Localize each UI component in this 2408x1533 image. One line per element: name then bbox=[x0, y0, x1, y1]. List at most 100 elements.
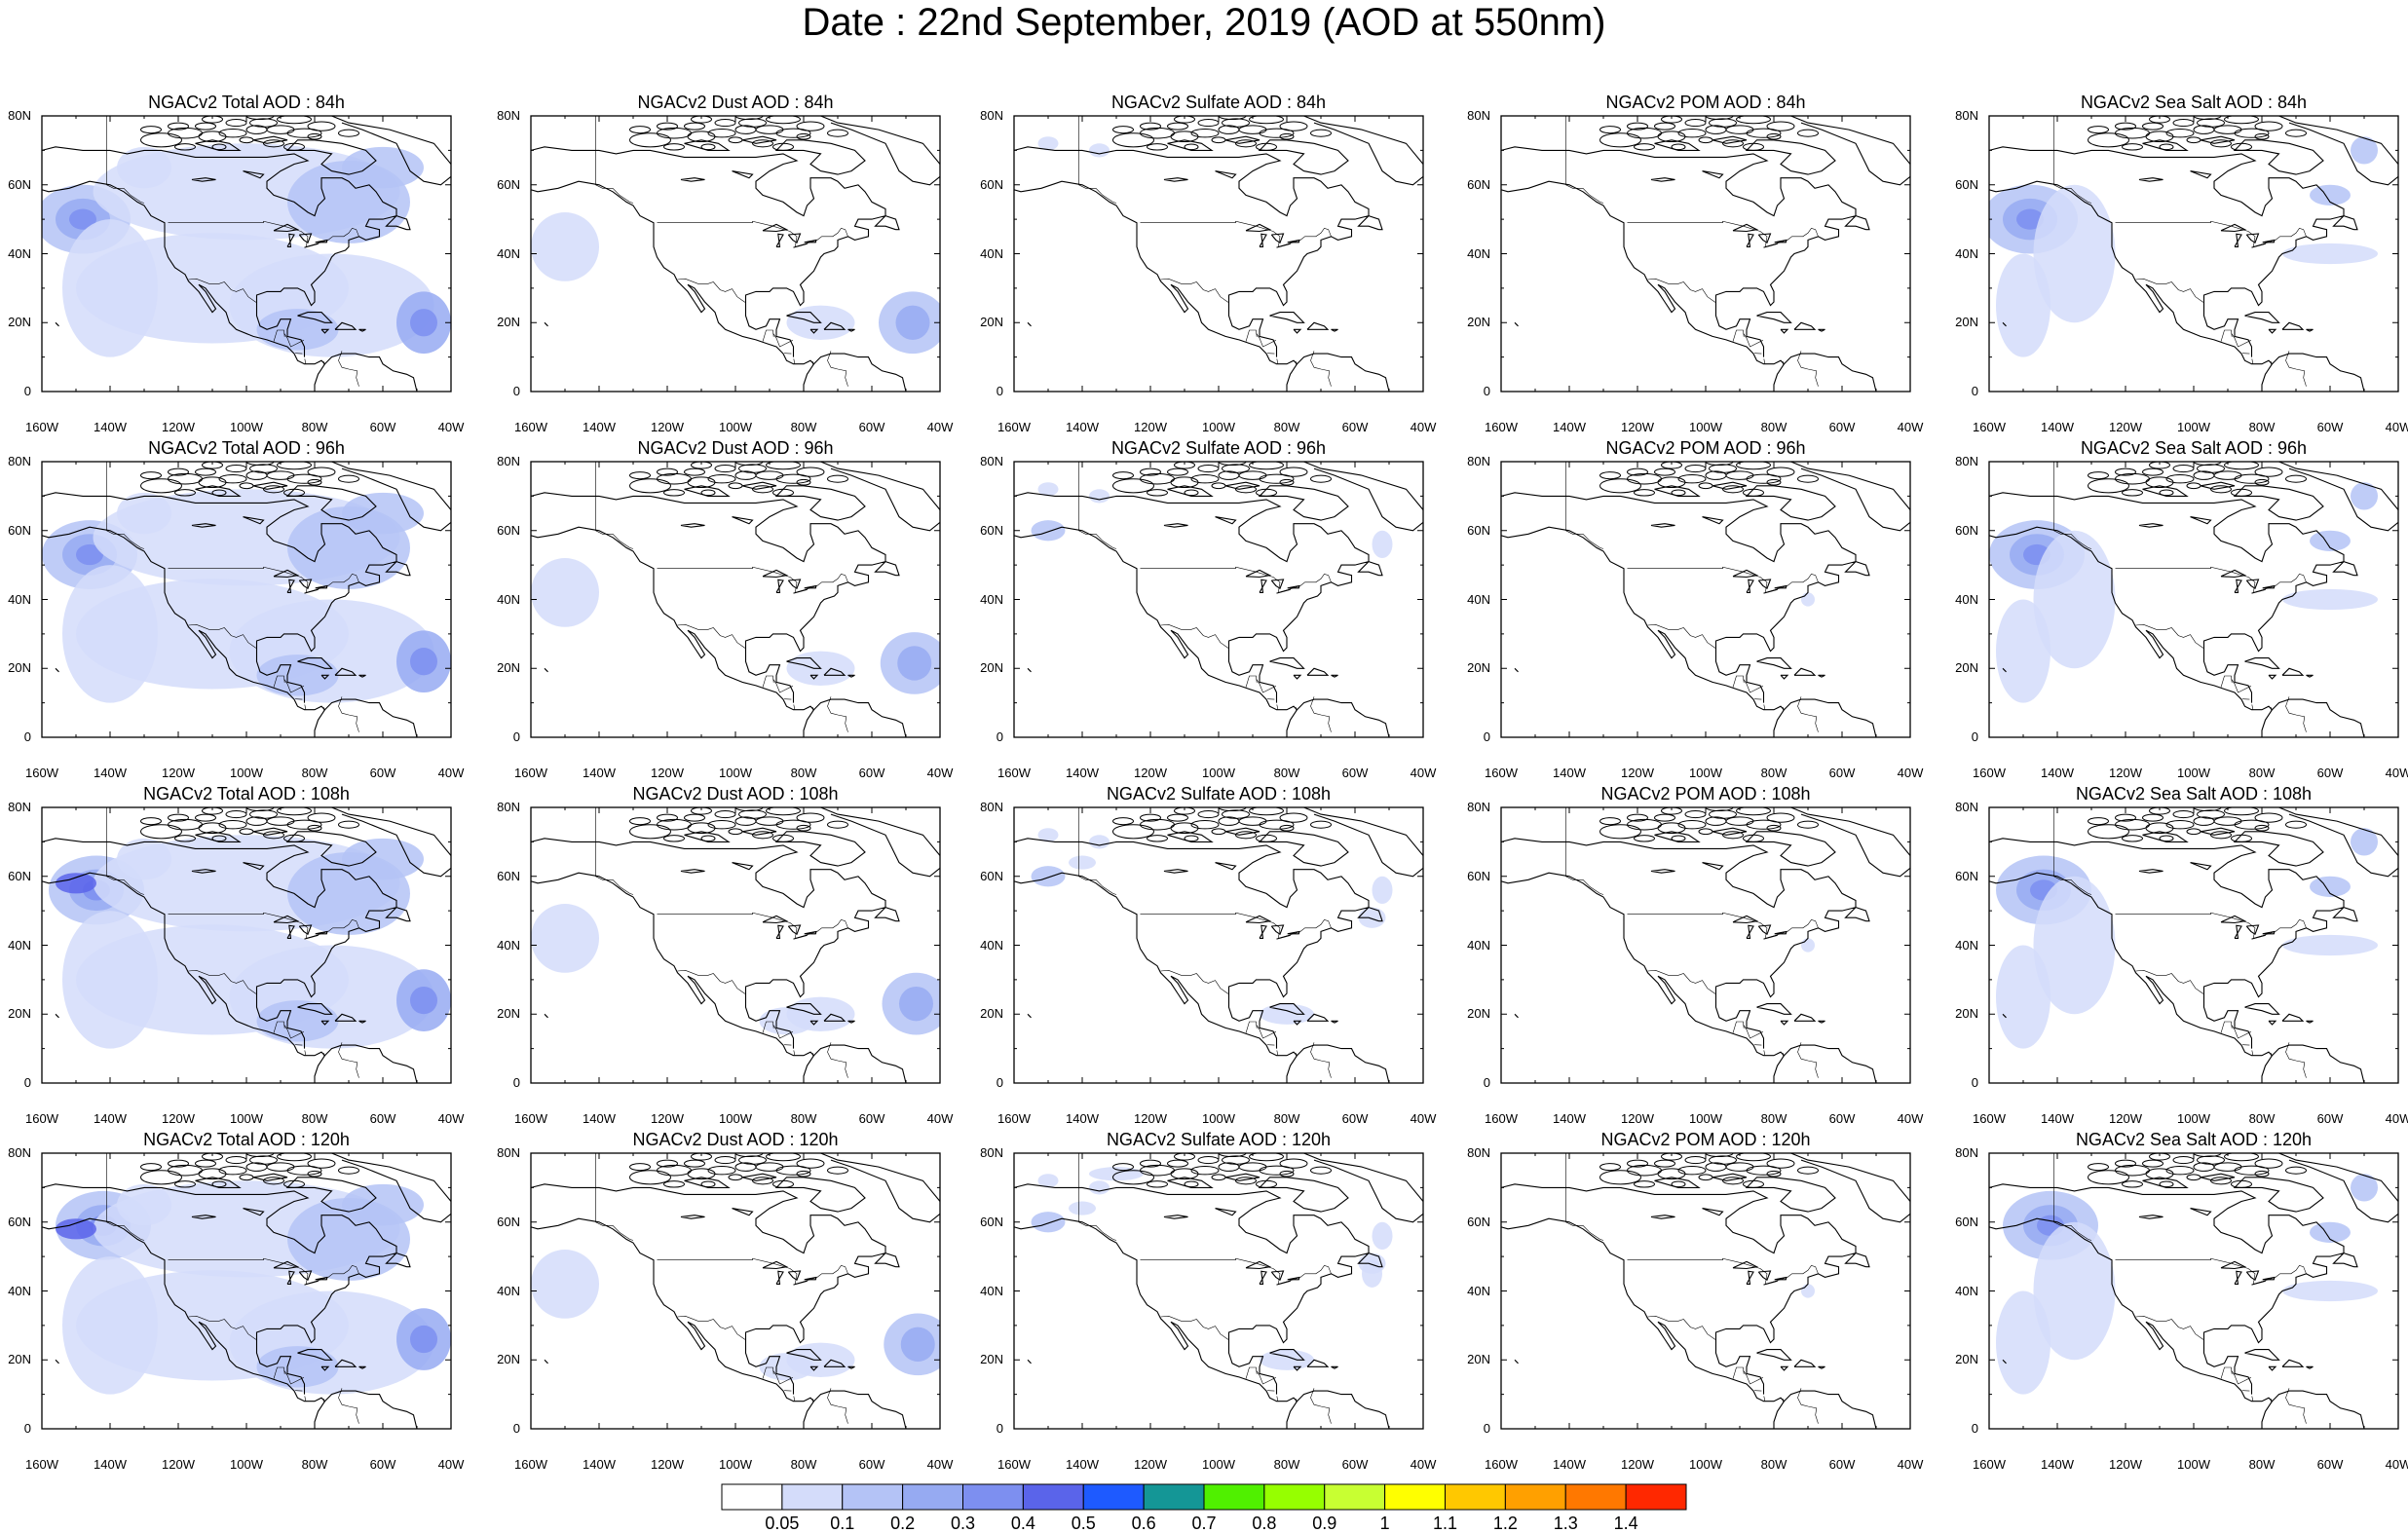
longitude-tick-label: 100W bbox=[2177, 1457, 2210, 1472]
arctic-islands bbox=[2088, 462, 2307, 497]
map-panel-sulfate-108h: NGACv2 Sulfate AOD : 108h 80N 60N 40N 20N 0 16… bbox=[972, 784, 1449, 1143]
aod-plume bbox=[1069, 855, 1096, 870]
longitude-tick-label: 160W bbox=[997, 420, 1031, 434]
longitude-tick-label: 120W bbox=[162, 766, 195, 780]
latitude-tick-label: 20N bbox=[1955, 660, 1978, 676]
panel-title: NGACv2 Sulfate AOD : 96h bbox=[1110, 438, 1327, 458]
aod-plume bbox=[1089, 835, 1110, 849]
aod-plume bbox=[117, 146, 171, 189]
coastline bbox=[42, 462, 451, 737]
latitude-tick-label: 60N bbox=[1467, 176, 1490, 192]
country-borders bbox=[595, 116, 848, 387]
aod-plume bbox=[895, 305, 930, 340]
longitude-tick-label: 100W bbox=[1689, 1457, 1722, 1472]
longitude-tick-label: 80W bbox=[1760, 420, 1787, 434]
latitude-tick-label: 20N bbox=[8, 1006, 31, 1022]
map-panel-pom-84h: NGACv2 POM AOD : 84h 80N 60N 40N 20N 0 160W 140… bbox=[1459, 93, 1937, 452]
latitude-tick-label: 20N bbox=[980, 315, 1003, 330]
coastline bbox=[1989, 807, 2398, 1083]
longitude-tick-label: 160W bbox=[514, 766, 547, 780]
aod-plume bbox=[62, 1256, 158, 1395]
latitude-tick-label: 60N bbox=[980, 868, 1003, 883]
colorbar-label: 0.9 bbox=[1312, 1514, 1337, 1533]
latitude-tick-label: 80N bbox=[980, 108, 1003, 123]
aod-plume bbox=[410, 1325, 437, 1354]
panel-title: NGACv2 Dust AOD : 108h bbox=[632, 784, 839, 804]
longitude-tick-label: 80W bbox=[1760, 1111, 1787, 1126]
longitude-tick-label: 120W bbox=[1621, 420, 1654, 434]
axis-ticks bbox=[1500, 1152, 1911, 1430]
map-panel-seasalt-120h: NGACv2 Sea Salt AOD : 120h 80N 60N 40N 20N 0 1… bbox=[1947, 1130, 2408, 1489]
aod-plume bbox=[2016, 208, 2044, 230]
latitude-tick-label: 80N bbox=[980, 800, 1003, 814]
aod-plume bbox=[2351, 1174, 2378, 1202]
longitude-tick-label: 140W bbox=[94, 1457, 127, 1472]
longitude-tick-label: 40W bbox=[1410, 766, 1437, 780]
longitude-tick-label: 80W bbox=[1760, 766, 1787, 780]
latitude-tick-label: 60N bbox=[980, 522, 1003, 538]
colorbar-swatch bbox=[1564, 1483, 1627, 1511]
axis-ticks bbox=[41, 1152, 452, 1430]
aod-plume bbox=[1372, 530, 1393, 559]
longitude-tick-label: 160W bbox=[997, 1457, 1031, 1472]
colorbar-swatch bbox=[1445, 1483, 1506, 1511]
latitude-tick-label: 40N bbox=[8, 1283, 31, 1298]
latitude-tick-label: 0 bbox=[996, 384, 1003, 398]
panel-title: NGACv2 Total AOD : 96h bbox=[148, 438, 345, 458]
longitude-tick-label: 160W bbox=[1485, 1111, 1518, 1126]
map-plot bbox=[1988, 115, 2399, 393]
longitude-tick-label: 120W bbox=[651, 420, 684, 434]
panel-title: NGACv2 Sulfate AOD : 84h bbox=[1110, 93, 1327, 112]
longitude-tick-label: 60W bbox=[2316, 420, 2344, 434]
arctic-islands bbox=[1112, 462, 1332, 497]
axis-ticks bbox=[1013, 461, 1424, 738]
aod-plume bbox=[2282, 934, 2378, 956]
longitude-tick-label: 160W bbox=[997, 1111, 1031, 1126]
aod-plume bbox=[256, 654, 339, 696]
aod-plume bbox=[256, 1000, 339, 1042]
map-plot bbox=[41, 461, 452, 738]
latitude-tick-label: 60N bbox=[1467, 522, 1490, 538]
colorbar-label: 1.2 bbox=[1492, 1514, 1518, 1533]
aod-field bbox=[1996, 828, 2378, 1049]
colorbar-label: 0.1 bbox=[830, 1514, 855, 1533]
longitude-tick-label: 60W bbox=[1828, 420, 1856, 434]
country-borders bbox=[2053, 1153, 2307, 1424]
arctic-islands bbox=[1112, 1153, 1332, 1188]
longitude-tick-label: 160W bbox=[514, 1457, 547, 1472]
longitude-tick-label: 60W bbox=[2316, 766, 2344, 780]
aod-plume bbox=[2033, 530, 2116, 669]
map-panel-seasalt-84h: NGACv2 Sea Salt AOD : 84h 80N 60N 40N 20N 0 16… bbox=[1947, 93, 2408, 452]
panel-title: NGACv2 Total AOD : 84h bbox=[148, 93, 345, 112]
country-borders bbox=[1565, 1153, 1819, 1424]
panel-title: NGACv2 POM AOD : 84h bbox=[1605, 93, 1806, 112]
arctic-islands bbox=[629, 807, 848, 842]
latitude-tick-label: 80N bbox=[1467, 108, 1490, 123]
longitude-tick-label: 120W bbox=[162, 420, 195, 434]
longitude-tick-label: 60W bbox=[858, 420, 885, 434]
panel-title: NGACv2 POM AOD : 120h bbox=[1600, 1130, 1811, 1149]
arctic-islands bbox=[629, 116, 848, 151]
colorbar-swatch bbox=[1324, 1483, 1386, 1511]
aod-plume bbox=[1801, 592, 1815, 607]
latitude-tick-label: 60N bbox=[8, 868, 31, 883]
latitude-tick-label: 40N bbox=[980, 937, 1003, 953]
longitude-tick-label: 140W bbox=[1066, 420, 1099, 434]
latitude-tick-label: 60N bbox=[980, 1214, 1003, 1229]
longitude-tick-label: 80W bbox=[790, 766, 817, 780]
aod-plume bbox=[2310, 530, 2351, 551]
longitude-tick-label: 60W bbox=[369, 420, 396, 434]
latitude-tick-label: 60N bbox=[497, 176, 520, 192]
aod-plume bbox=[1037, 482, 1059, 497]
arctic-islands bbox=[629, 462, 848, 497]
longitude-tick-label: 80W bbox=[2248, 766, 2276, 780]
longitude-tick-label: 140W bbox=[1553, 420, 1586, 434]
axis-ticks bbox=[1500, 115, 1911, 393]
colorbar-label: 0.2 bbox=[890, 1514, 916, 1533]
latitude-tick-label: 20N bbox=[8, 315, 31, 330]
country-borders bbox=[1078, 116, 1332, 387]
aod-plume bbox=[2310, 184, 2351, 206]
aod-plume bbox=[2351, 828, 2378, 856]
latitude-tick-label: 60N bbox=[1467, 868, 1490, 883]
aod-plume bbox=[1996, 945, 2051, 1049]
